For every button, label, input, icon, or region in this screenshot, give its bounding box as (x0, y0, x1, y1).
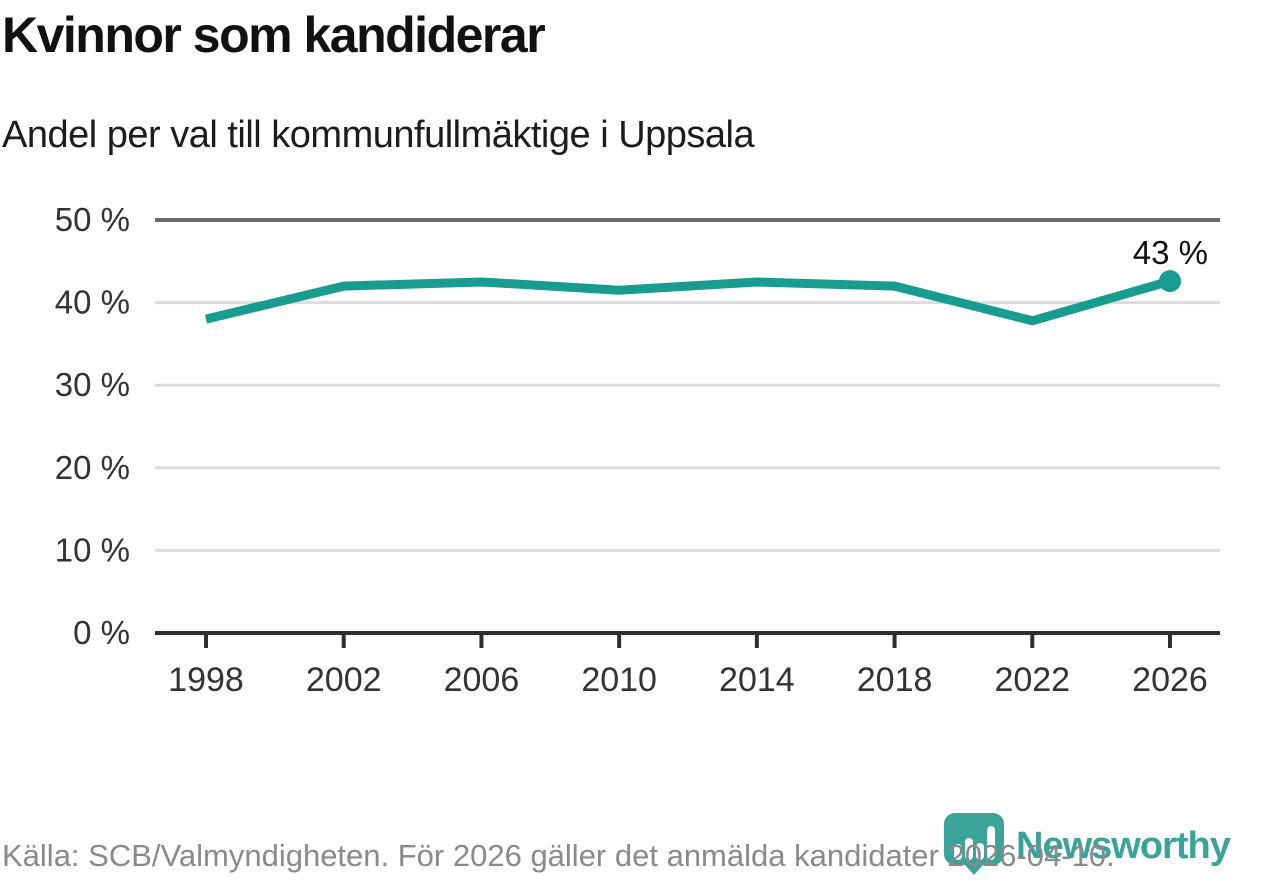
line-chart: 0 % 10 % 20 % 30 % 40 % 50 % 1998 2002 2006 2010 2… (0, 185, 1262, 715)
x-axis-label-2018: 2018 (857, 661, 933, 699)
y-axis-label-30: 30 % (55, 366, 130, 403)
x-axis-label-2006: 2006 (444, 661, 520, 699)
x-axis-label-2010: 2010 (581, 661, 657, 699)
y-axis-label-50: 50 % (55, 201, 130, 238)
y-axis-label-20: 20 % (55, 449, 130, 486)
y-axis-label-10: 10 % (55, 531, 130, 568)
line-chart-svg: 0 % 10 % 20 % 30 % 40 % 50 % 1998 2002 2006 2010 2… (55, 201, 1220, 699)
y-axis-label-40: 40 % (55, 284, 130, 321)
x-axis-label-2022: 2022 (994, 661, 1070, 699)
x-axis-label-1998: 1998 (168, 661, 244, 699)
x-axis-label-2026: 2026 (1132, 661, 1208, 699)
x-axis-label-2014: 2014 (719, 661, 795, 699)
newsworthy-pin-icon (941, 810, 1007, 881)
end-point-value-label: 43 % (1133, 234, 1208, 271)
page-title: Kvinnor som kandiderar (2, 7, 546, 63)
x-axis-label-2002: 2002 (306, 661, 382, 699)
page-subtitle: Andel per val till kommunfullmäktige i U… (2, 114, 755, 156)
bar-chart-glyph (954, 826, 995, 860)
source-note: Källa: SCB/Valmyndigheten. För 2026 gäll… (2, 838, 1115, 873)
end-point-marker (1159, 270, 1181, 293)
y-axis-label-0: 0 % (73, 614, 130, 651)
newsworthy-logo: Newsworthy (941, 810, 1231, 881)
data-line (204, 276, 1172, 326)
newsworthy-wordmark: Newsworthy (1016, 824, 1231, 867)
